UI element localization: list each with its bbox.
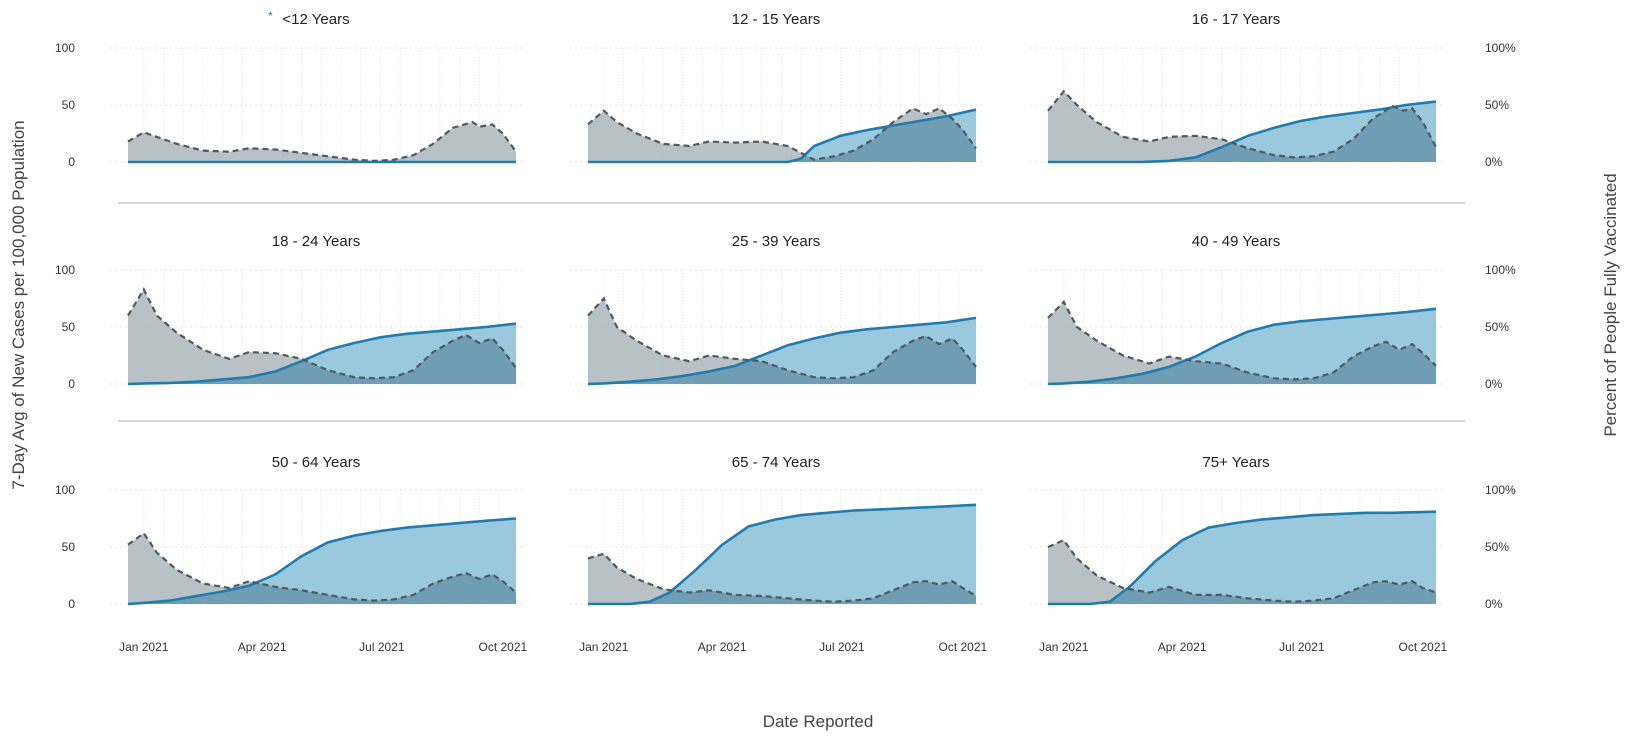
row-separators: [118, 202, 1465, 422]
x-tick-label: Oct 2021: [1398, 640, 1447, 654]
panel-title: 40 - 49 Years: [1192, 233, 1280, 250]
vaccinated-line: [1047, 307, 1437, 386]
y-left-tick-label: 50: [62, 98, 76, 112]
panel-title: 75+ Years: [1202, 454, 1269, 471]
y-left-tick-label: 50: [62, 320, 76, 334]
y-left-tick-label: 50: [62, 540, 76, 554]
y-right-tick-label: 50%: [1485, 320, 1509, 334]
x-tick-label: Jan 2021: [1039, 640, 1089, 654]
footnote-marker: *: [268, 9, 273, 23]
chart-panels: * <12 Years 0 50 100 12 - 15 Years 16 - 17 Yea…: [55, 9, 1448, 654]
cases-area: [588, 298, 976, 384]
y-right-tick-label: 100%: [1485, 483, 1516, 497]
y-left-tick-label: 100: [55, 483, 75, 497]
x-axis-title: Date Reported: [763, 712, 874, 731]
x-tick-label: Apr 2021: [238, 640, 287, 654]
vaccinated-area: [1048, 511, 1436, 604]
panel-title: 12 - 15 Years: [732, 11, 820, 28]
cases-area: [1048, 91, 1436, 162]
vaccinated-area: [588, 504, 976, 604]
x-tick-label: Jul 2021: [819, 640, 865, 654]
x-tick-label: Jul 2021: [359, 640, 405, 654]
panel-title: 16 - 17 Years: [1192, 11, 1280, 28]
vaccinated-area: [1048, 308, 1436, 384]
x-tick-label: Jan 2021: [119, 640, 169, 654]
x-tick-label: Apr 2021: [698, 640, 747, 654]
cases-line: [127, 531, 517, 602]
right-axis: 0% 50% 100% 0% 50% 100% 0% 50% 100%: [1485, 41, 1516, 611]
vaccinated-area: [128, 518, 516, 604]
cases-line: [1047, 300, 1437, 381]
vaccinated-line: [588, 503, 977, 606]
x-tick-label: Jan 2021: [579, 640, 629, 654]
y-left-tick-label: 100: [55, 41, 75, 55]
x-tick-label: Apr 2021: [1158, 640, 1207, 654]
cases-line: [127, 120, 517, 163]
y-left-tick-label: 0: [68, 155, 75, 169]
vaccinated-line: [127, 322, 517, 386]
chart-panel: 65 - 74 Years Jan 2021 Apr 2021 Jul 2021 Oct…: [570, 454, 988, 654]
panel-title: 50 - 64 Years: [272, 454, 360, 471]
cases-line: [1047, 538, 1437, 603]
cases-line: [587, 552, 977, 603]
cases-line: [127, 287, 517, 380]
y-right-axis-title: Percent of People Fully Vaccinated: [1601, 173, 1620, 436]
y-right-tick-label: 0%: [1485, 597, 1503, 611]
cases-line: [587, 107, 977, 161]
x-tick-label: Oct 2021: [938, 640, 987, 654]
chart-panel: 40 - 49 Years: [1030, 233, 1442, 386]
panel-title: <12 Years: [282, 11, 349, 28]
vaccinated-line: [1048, 100, 1437, 164]
chart-panel: 50 - 64 Years 0 50 100 Jan 2021 Apr 2021 Jul 2…: [55, 454, 528, 654]
panel-title: 18 - 24 Years: [272, 233, 360, 250]
vaccinated-line: [587, 316, 977, 386]
chart-panel: 25 - 39 Years: [570, 233, 982, 386]
x-tick-label: Oct 2021: [478, 640, 527, 654]
vaccinated-line: [127, 517, 517, 606]
y-left-axis-title: 7-Day Avg of New Cases per 100,000 Popul…: [9, 120, 28, 489]
y-right-tick-label: 100%: [1485, 41, 1516, 55]
panel-title: 25 - 39 Years: [732, 233, 820, 250]
panel-title: 65 - 74 Years: [732, 454, 820, 471]
y-right-tick-label: 50%: [1485, 540, 1509, 554]
chart-panel: 16 - 17 Years: [1030, 11, 1442, 164]
cases-line: [587, 296, 977, 380]
chart-panel: * <12 Years 0 50 100: [55, 9, 522, 169]
vaccinated-line: [588, 108, 977, 164]
x-tick-label: Jul 2021: [1279, 640, 1325, 654]
chart-panel: 75+ Years Jan 2021 Apr 2021 Jul 2021 Oct 202…: [1030, 454, 1448, 654]
y-left-tick-label: 0: [68, 377, 75, 391]
cases-area: [1048, 301, 1436, 384]
chart-panel: 18 - 24 Years 0 50 100: [55, 233, 522, 391]
y-right-tick-label: 0%: [1485, 155, 1503, 169]
y-right-tick-label: 0%: [1485, 377, 1503, 391]
y-right-tick-label: 100%: [1485, 263, 1516, 277]
y-left-tick-label: 100: [55, 263, 75, 277]
y-right-tick-label: 50%: [1485, 98, 1509, 112]
vaccinated-line: [1048, 510, 1437, 606]
cases-area: [128, 289, 516, 384]
y-left-tick-label: 0: [68, 597, 75, 611]
cases-line: [1047, 89, 1437, 159]
chart-panel: 12 - 15 Years: [570, 11, 982, 164]
